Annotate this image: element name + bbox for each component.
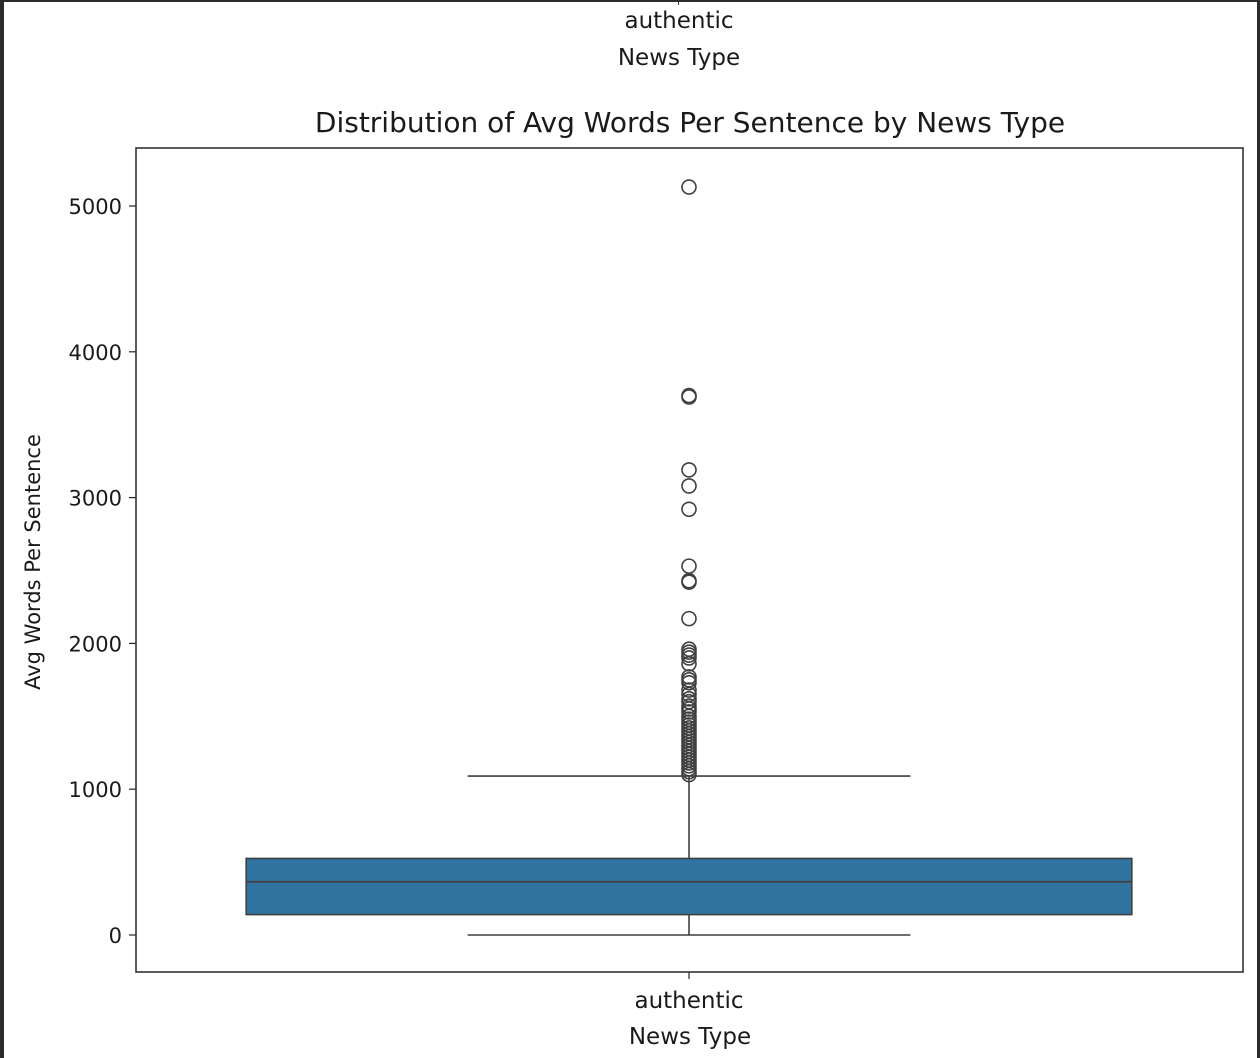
outlier-point bbox=[681, 574, 697, 590]
outlier-point bbox=[681, 462, 697, 478]
y-axis-label: Avg Words Per Sentence bbox=[21, 434, 45, 690]
y-tick-label: 3000 bbox=[69, 487, 122, 511]
outlier-point bbox=[681, 501, 697, 518]
outlier-point bbox=[681, 674, 697, 691]
outlier-point bbox=[681, 766, 697, 783]
x-tick-label: authentic bbox=[634, 988, 743, 1014]
x-axis-label: News Type bbox=[629, 1024, 751, 1050]
y-tick-label: 1000 bbox=[69, 778, 122, 802]
window-frame-top bbox=[0, 0, 1260, 2]
y-tick-label: 4000 bbox=[69, 341, 122, 365]
outlier-point bbox=[681, 650, 697, 666]
outlier-point bbox=[681, 179, 697, 195]
y-tick-label: 0 bbox=[109, 924, 122, 948]
x-axis: authentic bbox=[634, 972, 744, 1014]
chart-title: Distribution of Avg Words Per Sentence b… bbox=[315, 106, 1065, 139]
y-tick-label: 5000 bbox=[69, 195, 122, 219]
outlier-point bbox=[681, 558, 697, 574]
outlier-point bbox=[681, 478, 697, 494]
outlier-point bbox=[681, 704, 697, 720]
outlier-point bbox=[681, 389, 697, 405]
outlier-series bbox=[681, 179, 697, 783]
previous-plot-tick-label: authentic bbox=[624, 8, 734, 34]
box-iqr bbox=[245, 857, 1133, 916]
previous-plot-xlabel: News Type bbox=[617, 45, 741, 71]
outlier-point bbox=[681, 656, 697, 672]
y-tick-label: 2000 bbox=[69, 632, 122, 656]
box-series bbox=[245, 775, 1133, 936]
outlier-point bbox=[681, 682, 697, 698]
previous-plot-tick bbox=[678, 0, 679, 5]
window-frame-left bbox=[0, 0, 4, 1058]
outlier-point bbox=[681, 610, 697, 627]
y-axis: 0 1000 2000 3000 4000 5000 bbox=[69, 195, 136, 948]
window-frame-right bbox=[1257, 0, 1260, 1058]
